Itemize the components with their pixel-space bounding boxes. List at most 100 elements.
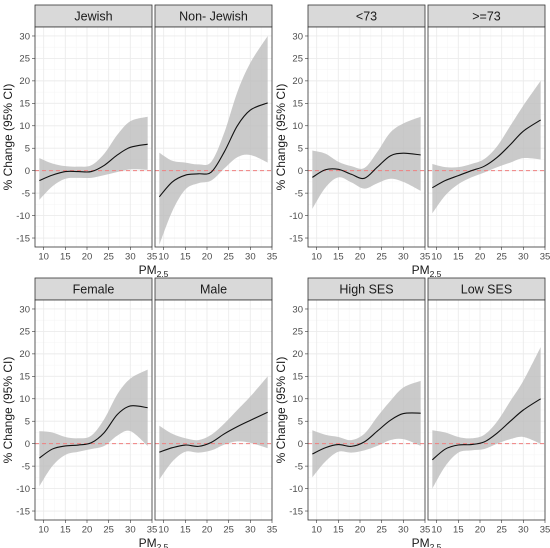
facet-strip-label: Low SES [461, 283, 512, 297]
y-tick-label: 10 [292, 121, 303, 132]
facet-panel-3: <73 10 15 20 25 30 35 [307, 4, 431, 263]
x-tick-label: 10 [431, 525, 442, 536]
x-tick-label: 20 [82, 252, 93, 263]
y-tick-label: 25 [19, 54, 30, 65]
x-tick-label: 20 [475, 252, 486, 263]
x-tick-label: 10 [158, 525, 169, 536]
facet-group-3: -15 -10 -5 0 5 10 15 20 25 30 % Change (95% CI) Fem… [1, 277, 278, 548]
x-axis-title: PM2.5 [412, 263, 442, 279]
x-axis-title-main: PM [139, 536, 157, 548]
x-tick-label: 15 [180, 252, 191, 263]
y-tick-label: 15 [292, 99, 303, 110]
panel-border [307, 26, 426, 248]
x-tick-label: 30 [125, 525, 136, 536]
y-axis-title: % Change (95% CI) [274, 357, 288, 464]
y-tick-label: -10 [16, 484, 30, 495]
x-tick-label: 35 [267, 525, 278, 536]
x-tick-label: 10 [38, 525, 49, 536]
facet-group-1: -15 -10 -5 0 5 10 15 20 25 30 % Change (95% CI) Jew… [1, 4, 278, 279]
x-tick-label: 25 [376, 525, 387, 536]
y-axis-title: % Change (95% CI) [1, 357, 15, 464]
x-tick-label: 15 [333, 525, 344, 536]
x-tick-label: 10 [38, 252, 49, 263]
facet-panel-8: Low SES 10 15 20 25 30 35 [427, 277, 550, 536]
y-tick-label: 25 [19, 327, 30, 338]
y-tick-label: 10 [19, 121, 30, 132]
x-tick-label: 30 [245, 252, 256, 263]
panel-border [154, 299, 273, 521]
y-tick-label: 5 [25, 144, 30, 155]
x-tick-label: 10 [311, 252, 322, 263]
x-axis-title-subscript: 2.5 [430, 542, 442, 548]
x-tick-label: 20 [355, 525, 366, 536]
y-tick-label: -5 [22, 461, 30, 472]
x-tick-label: 25 [103, 252, 114, 263]
y-tick-label: 30 [19, 31, 30, 42]
x-tick-label: 15 [453, 252, 464, 263]
facet-group-2: -15 -10 -5 0 5 10 15 20 25 30 % Change (95% CI) <73… [274, 4, 550, 279]
x-tick-label: 35 [147, 525, 158, 536]
confidence-band [39, 116, 148, 200]
facet-group-4: -15 -10 -5 0 5 10 15 20 25 30 % Change (95% CI) Hig… [274, 277, 550, 548]
y-tick-label: -5 [295, 188, 303, 199]
y-tick-label: 30 [292, 31, 303, 42]
y-tick-label: 20 [292, 349, 303, 360]
confidence-band [432, 347, 541, 489]
x-tick-label: 25 [496, 252, 507, 263]
panel-border [427, 299, 546, 521]
confidence-band [159, 35, 268, 245]
facet-panel-6: Male 10 15 20 25 30 35 [154, 277, 278, 536]
x-tick-label: 35 [267, 252, 278, 263]
estimate-curve [39, 143, 148, 182]
x-tick-label: 20 [82, 525, 93, 536]
y-tick-label: 15 [19, 372, 30, 383]
y-tick-label: -5 [295, 461, 303, 472]
x-tick-label: 30 [125, 252, 136, 263]
confidence-band [159, 376, 268, 480]
y-tick-label: -15 [289, 506, 303, 517]
x-tick-label: 35 [420, 252, 431, 263]
facet-panel-5: Female 10 15 20 25 30 35 [34, 277, 158, 536]
y-tick-label: 20 [19, 76, 30, 87]
y-tick-label: -15 [289, 233, 303, 244]
panel-border [34, 299, 153, 521]
x-tick-label: 30 [398, 252, 409, 263]
facet-strip-label: Non- Jewish [179, 10, 248, 24]
panel-border [34, 26, 153, 248]
x-tick-label: 30 [398, 525, 409, 536]
x-axis-title-subscript: 2.5 [157, 542, 169, 548]
x-axis-title: PM2.5 [139, 536, 169, 548]
x-tick-label: 35 [540, 525, 550, 536]
facet-strip-label: Female [73, 283, 115, 297]
y-tick-label: -15 [16, 233, 30, 244]
facet-strip-label: High SES [339, 283, 393, 297]
x-tick-label: 35 [420, 525, 431, 536]
x-axis-title: PM2.5 [412, 536, 442, 548]
y-tick-label: 25 [292, 54, 303, 65]
x-tick-label: 30 [518, 252, 529, 263]
y-tick-label: 0 [298, 439, 303, 450]
x-axis-title-main: PM [412, 536, 430, 548]
x-axis-title-main: PM [139, 263, 157, 277]
estimate-curve [39, 405, 148, 459]
estimate-curve [431, 398, 541, 461]
panel-border [307, 299, 426, 521]
x-tick-label: 30 [245, 525, 256, 536]
x-tick-label: 10 [431, 252, 442, 263]
x-tick-label: 10 [158, 252, 169, 263]
facet-strip-label: Jewish [74, 10, 112, 24]
panel-border [154, 26, 273, 248]
x-tick-label: 25 [223, 252, 234, 263]
estimate-curve [432, 119, 541, 189]
y-tick-label: 20 [292, 76, 303, 87]
estimate-curve [158, 102, 268, 198]
y-tick-label: 30 [292, 304, 303, 315]
x-tick-label: 25 [376, 252, 387, 263]
y-tick-label: 5 [298, 417, 303, 428]
x-tick-label: 35 [147, 252, 158, 263]
x-tick-label: 25 [103, 525, 114, 536]
facet-strip-label: <73 [356, 10, 377, 24]
facet-strip-label: >=73 [472, 10, 501, 24]
y-tick-label: 5 [25, 417, 30, 428]
